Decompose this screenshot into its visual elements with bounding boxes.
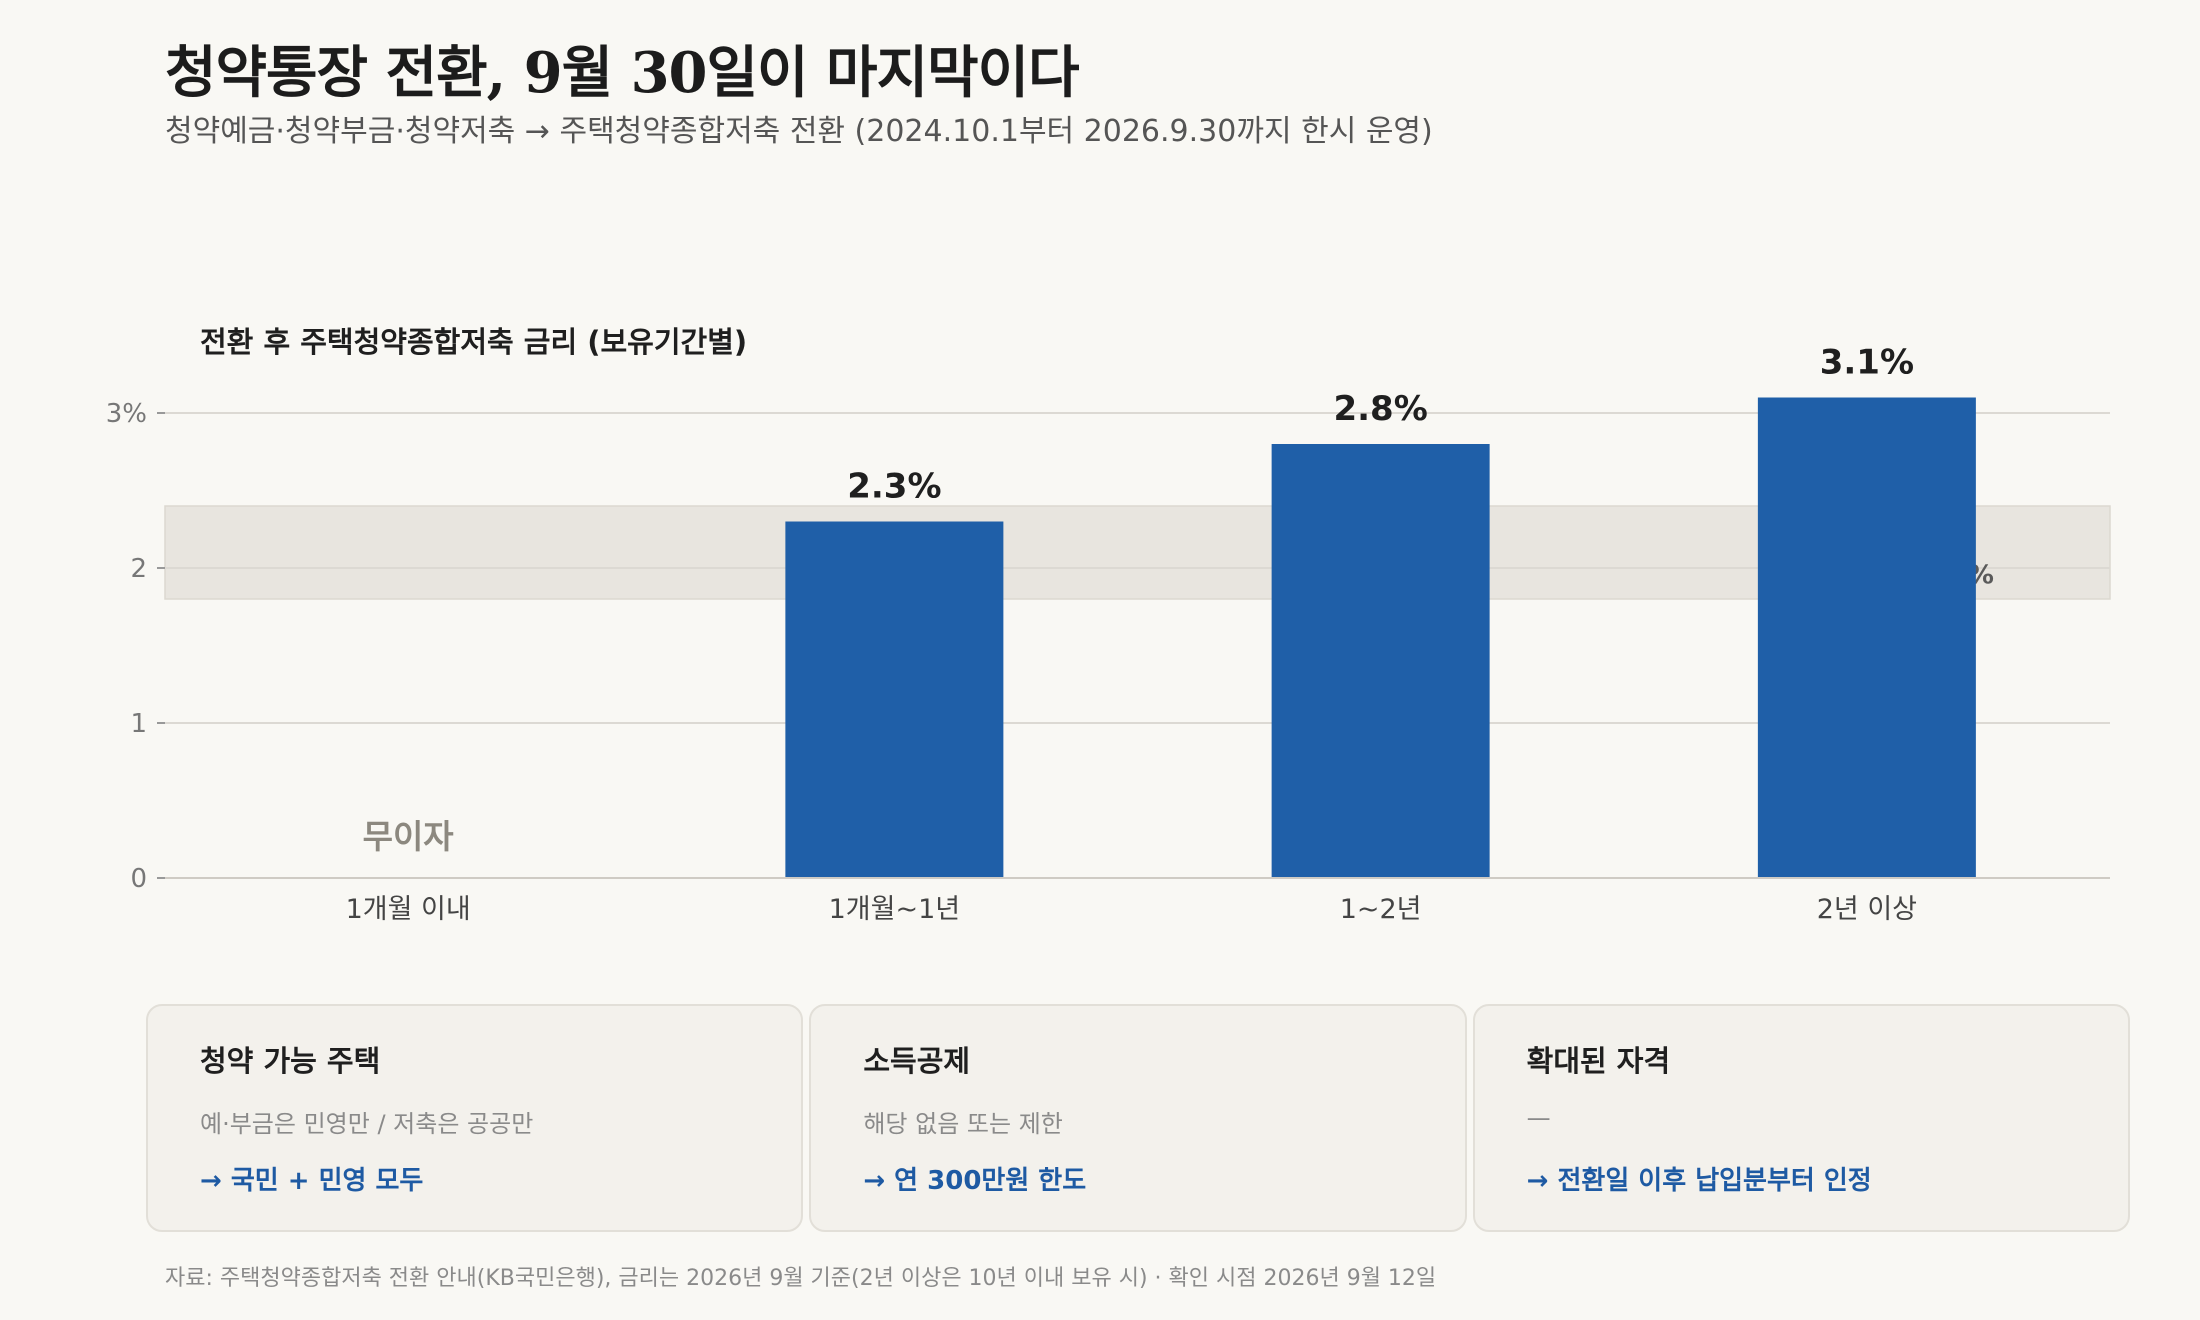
x-tick-label: 1개월 이내 bbox=[346, 894, 471, 925]
bar bbox=[785, 521, 1004, 878]
x-tick-label: 1개월~1년 bbox=[829, 894, 961, 925]
card-title: 확대된 자격 bbox=[1526, 1044, 1671, 1078]
y-tick-label: 3% bbox=[106, 399, 147, 429]
card-before-text: — bbox=[1526, 1104, 1551, 1132]
bar bbox=[1271, 444, 1490, 878]
card-before-text: 해당 없음 또는 제한 bbox=[863, 1110, 1063, 1138]
card-title: 청약 가능 주택 bbox=[200, 1044, 381, 1078]
info-card-housing: 청약 가능 주택 예·부금은 민영만 / 저축은 공공만 → 국민 + 민영 모… bbox=[146, 1004, 804, 1232]
page-title: 청약통장 전환, 9월 30일이 마지막이다 bbox=[165, 40, 1080, 106]
source-footnote: 자료: 주택청약종합저축 전환 안내(KB국민은행), 금리는 2026년 9월… bbox=[165, 1266, 1437, 1291]
y-tick-label: 1 bbox=[130, 709, 147, 739]
y-tick-label: 2 bbox=[130, 554, 147, 584]
bar-value-label: 3.1% bbox=[1820, 343, 1914, 383]
card-after-text: → 국민 + 민영 모두 bbox=[200, 1166, 424, 1196]
card-after-text: → 전환일 이후 납입분부터 인정 bbox=[1526, 1166, 1872, 1196]
bar-value-label: 2.8% bbox=[1333, 389, 1427, 429]
info-card-eligibility: 확대된 자격 — → 전환일 이후 납입분부터 인정 bbox=[1472, 1004, 2130, 1232]
card-before-text: 예·부금은 민영만 / 저축은 공공만 bbox=[200, 1110, 534, 1138]
info-cards: 청약 가능 주택 예·부금은 민영만 / 저축은 공공만 → 국민 + 민영 모… bbox=[146, 1004, 2130, 1232]
y-tick-label: 0 bbox=[130, 864, 147, 894]
x-tick-label: 1~2년 bbox=[1340, 894, 1422, 925]
bar bbox=[1757, 397, 1976, 878]
bar-value-label: 2.3% bbox=[847, 467, 941, 507]
info-card-deduction: 소득공제 해당 없음 또는 제한 → 연 300만원 한도 bbox=[809, 1004, 1467, 1232]
page-subtitle: 청약예금·청약부금·청약저축 → 주택청약종합저축 전환 (2024.10.1부… bbox=[165, 114, 1433, 149]
bar-value-label: 무이자 bbox=[363, 817, 455, 856]
card-after-text: → 연 300만원 한도 bbox=[863, 1166, 1087, 1196]
chart-title: 전환 후 주택청약종합저축 금리 (보유기간별) bbox=[200, 325, 747, 359]
card-title: 소득공제 bbox=[863, 1044, 971, 1078]
x-tick-label: 2년 이상 bbox=[1817, 894, 1917, 925]
